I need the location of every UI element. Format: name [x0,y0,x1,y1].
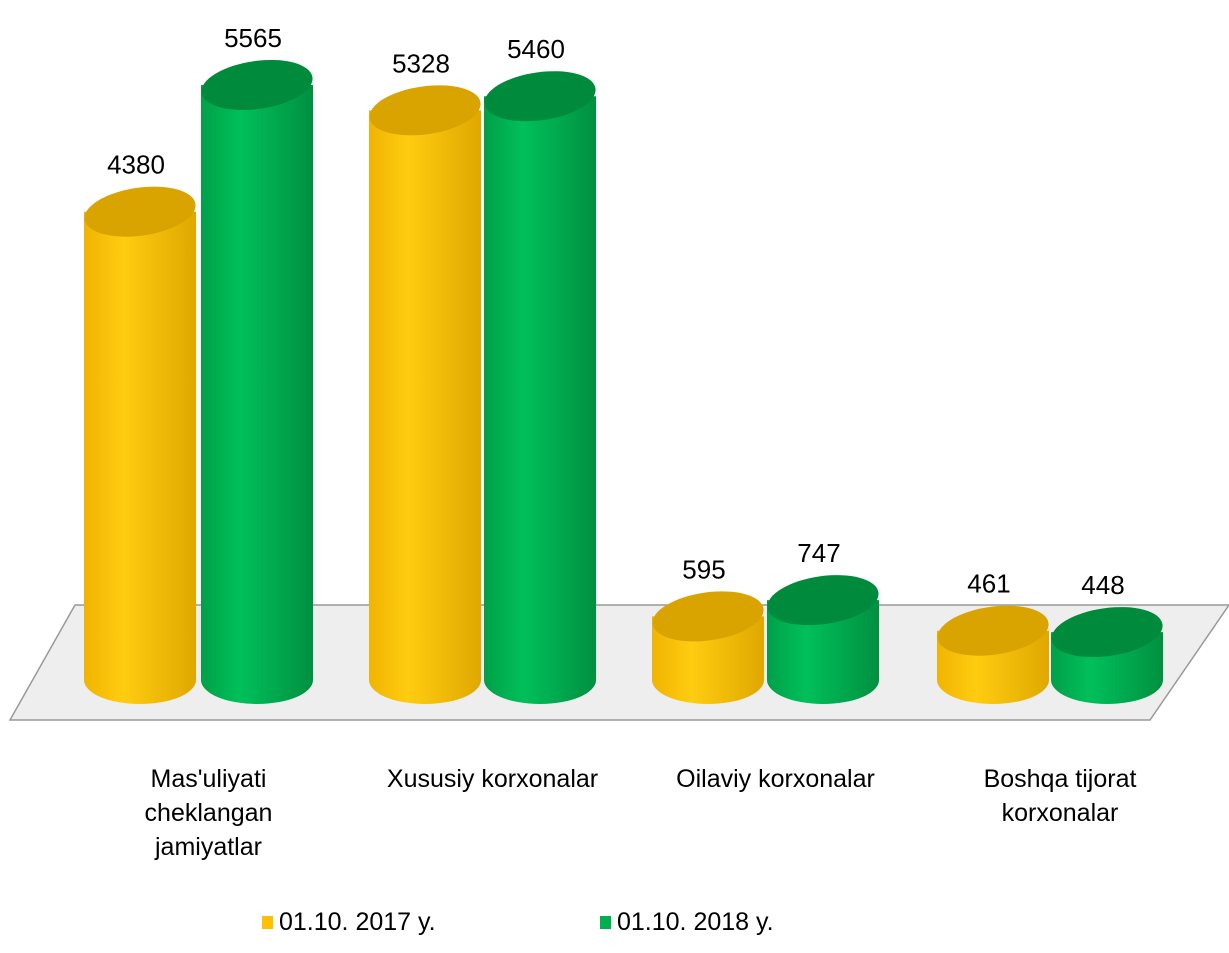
x-tick-label: Mas'uliyati cheklangan jamiyatlar [144,765,273,861]
cylinder-top [1051,607,1163,658]
bar [937,605,1049,704]
legend-label: 01.10. 2018 y. [617,908,774,936]
bar [369,85,481,705]
legend-item: 01.10. 2018 y. [600,908,774,937]
cylinder-top [937,605,1049,656]
x-tick-label: Boshqa tijorat korxonalar [983,765,1137,827]
cylinder-top [369,85,481,136]
cylinder-top [484,71,596,122]
cylinder-top [84,186,196,237]
cylinder-body [369,110,481,705]
bar [652,591,764,704]
value-label: 4380 [107,150,165,180]
cylinder-top [201,59,313,111]
value-label: 595 [682,554,725,584]
bar [84,186,196,704]
value-label: 5460 [507,34,565,64]
value-label: 448 [1081,570,1124,600]
value-label: 5565 [224,23,282,53]
cylinder-top [652,591,764,642]
bar [484,71,596,704]
legend-label: 01.10. 2017 y. [279,908,436,936]
cylinder-body [484,96,596,704]
cylinder-body [201,85,313,704]
x-tick-label: Oilaviy korxonalar [676,765,875,793]
floor [8,604,1229,721]
bar [1051,607,1163,704]
legend-swatch [600,916,611,929]
cylinder-top [767,575,879,626]
value-label: 5328 [392,48,450,78]
bar [767,575,879,704]
legend-item: 01.10. 2017 y. [262,908,436,937]
cylinder-body [767,600,879,704]
value-label: 747 [797,538,840,568]
legend-swatch [262,916,273,929]
bar [201,59,313,704]
cylinder-body [84,211,196,704]
value-label: 461 [967,569,1010,599]
x-tick-label: Xususiy korxonalar [386,765,599,793]
